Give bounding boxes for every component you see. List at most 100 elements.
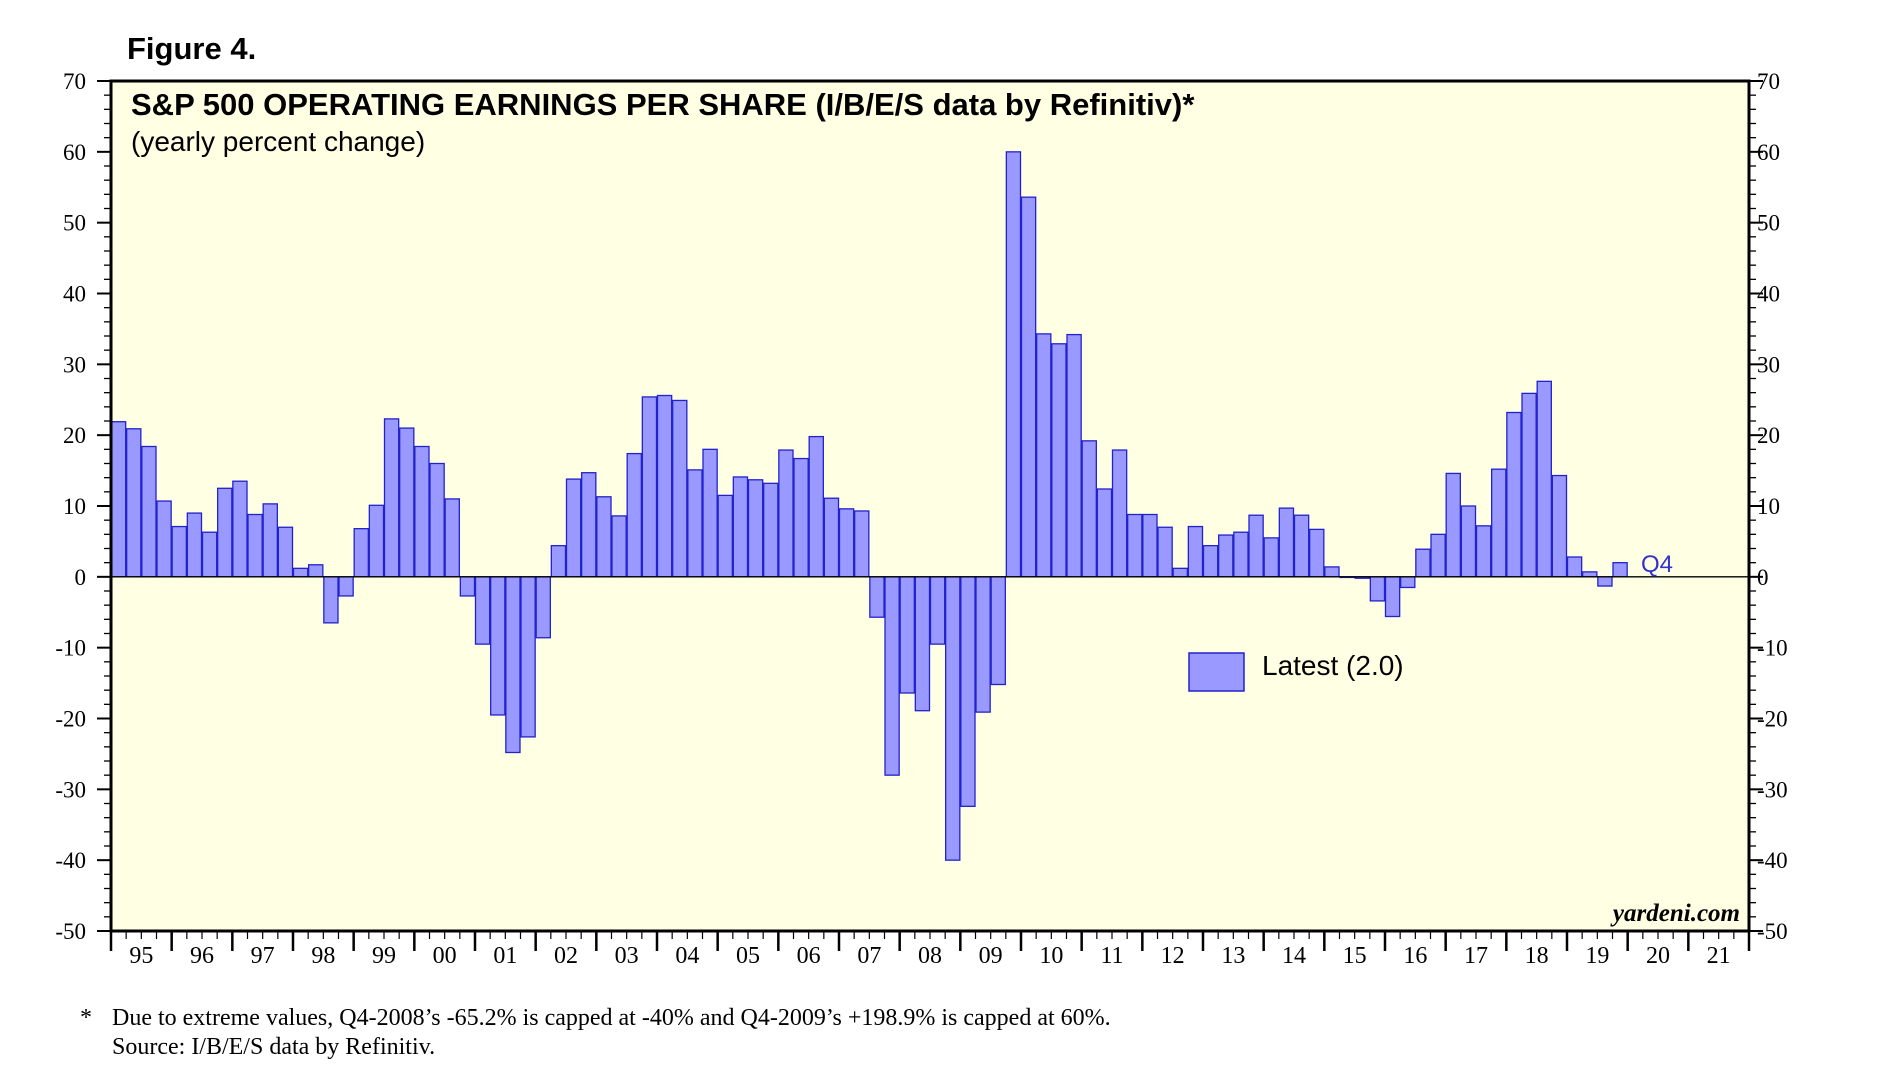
- y-axis-left-labels: 70 60 50 40 30 20 10 0 -10 -20 -30 -40 -50: [55, 69, 86, 944]
- figure-label: Figure 4.: [127, 31, 256, 66]
- bar: [1020, 196, 1037, 578]
- bar: [1036, 333, 1052, 578]
- bar: [732, 476, 749, 578]
- bar: [1278, 507, 1295, 578]
- bar: [672, 399, 688, 578]
- x-year-label: 20: [1646, 943, 1670, 969]
- x-year-label: 06: [797, 943, 821, 969]
- x-year-label: 07: [857, 943, 881, 969]
- footnote-marker: *: [80, 1005, 92, 1031]
- bar: [1187, 525, 1204, 578]
- bar: [914, 576, 931, 712]
- bar: [1430, 533, 1446, 578]
- bar: [338, 576, 354, 597]
- bar: [702, 448, 718, 578]
- bar: [611, 515, 627, 578]
- bar: [1597, 576, 1613, 587]
- x-year-label: 11: [1100, 943, 1123, 969]
- bar: [1369, 576, 1386, 602]
- bar: [823, 497, 840, 578]
- bar: [550, 545, 567, 578]
- y-tick-label-left: 10: [63, 494, 86, 519]
- bar: [1475, 525, 1492, 578]
- y-tick-label-right: 40: [1757, 282, 1780, 307]
- chart-title: S&P 500 OPERATING EARNINGS PER SHARE (I/…: [131, 87, 1195, 122]
- bar: [1051, 343, 1067, 578]
- latest-annotation: Q4: [1641, 551, 1673, 578]
- y-tick-label-right: -20: [1757, 707, 1788, 732]
- bar: [323, 576, 339, 624]
- bar: [292, 567, 309, 578]
- y-tick-label-right: -50: [1757, 919, 1788, 944]
- bar: [1536, 380, 1552, 578]
- bar: [1521, 392, 1537, 578]
- bar: [1096, 488, 1113, 578]
- y-tick-label-left: -20: [55, 707, 86, 732]
- bar: [778, 449, 794, 578]
- y-tick-label-left: 70: [63, 69, 86, 94]
- bar: [247, 513, 263, 578]
- x-year-label: 10: [1039, 943, 1063, 969]
- x-year-label: 17: [1464, 943, 1488, 969]
- bar: [1445, 472, 1461, 578]
- bar: [156, 500, 172, 578]
- bar: [1142, 513, 1158, 578]
- y-tick-label-left: 20: [63, 423, 86, 448]
- bar: [368, 504, 385, 578]
- bar: [535, 576, 551, 639]
- bar: [414, 445, 430, 578]
- source-credit: yardeni.com: [1610, 900, 1740, 927]
- bar: [505, 576, 521, 754]
- bar: [429, 462, 445, 578]
- y-tick-label-left: 30: [63, 352, 86, 377]
- y-tick-label-left: 50: [63, 211, 86, 236]
- y-tick-label-right: -40: [1757, 848, 1788, 873]
- bar: [520, 576, 536, 738]
- bar: [474, 576, 491, 645]
- bar: [1324, 566, 1340, 578]
- bar: [1066, 333, 1082, 578]
- chart-subtitle: (yearly percent change): [131, 126, 425, 157]
- x-year-label: 14: [1282, 943, 1306, 969]
- bar: [459, 576, 476, 597]
- x-year-label: 12: [1161, 943, 1185, 969]
- bar: [808, 435, 824, 578]
- x-year-label: 03: [615, 943, 639, 969]
- bar: [884, 576, 900, 776]
- bar: [1263, 537, 1279, 578]
- bar: [262, 503, 278, 578]
- y-tick-label-left: -50: [55, 919, 86, 944]
- x-year-label: 02: [554, 943, 578, 969]
- x-year-label: 99: [372, 943, 396, 969]
- y-tick-label-left: -40: [55, 848, 86, 873]
- bar: [186, 512, 203, 578]
- bar: [899, 576, 915, 694]
- bar: [1309, 528, 1325, 578]
- bar: [1218, 534, 1234, 578]
- bar: [1202, 545, 1219, 578]
- bar: [353, 528, 369, 578]
- y-tick-label-right: 0: [1757, 565, 1769, 590]
- axis-ticks: [97, 80, 1763, 951]
- y-tick-label-left: -30: [55, 777, 86, 802]
- bar: [201, 531, 218, 578]
- bar: [929, 576, 946, 645]
- y-tick-label-left: -10: [55, 636, 86, 661]
- bar: [217, 487, 233, 578]
- bar: [1551, 474, 1568, 578]
- bar: [596, 496, 612, 578]
- bar: [1612, 562, 1628, 578]
- bar: [641, 396, 658, 578]
- bar: [1233, 531, 1249, 578]
- footnote-line-1: Due to extreme values, Q4-2008’s -65.2% …: [112, 1005, 1111, 1031]
- x-year-label: 13: [1221, 943, 1245, 969]
- bar: [747, 479, 764, 578]
- x-year-label: 16: [1403, 943, 1427, 969]
- x-year-label: 97: [251, 943, 275, 969]
- y-tick-label-right: 50: [1757, 211, 1780, 236]
- bar: [1582, 571, 1598, 578]
- y-tick-label-right: -30: [1757, 777, 1788, 802]
- bar: [1248, 514, 1264, 578]
- bar: [1293, 514, 1310, 578]
